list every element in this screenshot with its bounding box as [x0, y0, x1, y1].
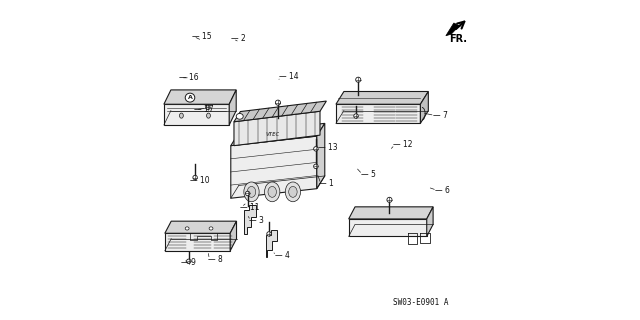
Text: — 3: — 3 — [249, 216, 264, 225]
Text: — 7: — 7 — [433, 111, 448, 120]
Polygon shape — [234, 101, 326, 122]
Circle shape — [186, 259, 191, 264]
Polygon shape — [336, 92, 428, 104]
Text: VTEC: VTEC — [265, 132, 279, 137]
Ellipse shape — [236, 114, 243, 119]
Polygon shape — [427, 207, 433, 236]
Circle shape — [267, 232, 271, 236]
Circle shape — [356, 77, 361, 82]
Circle shape — [314, 147, 318, 151]
Text: — 17: — 17 — [194, 105, 214, 114]
Ellipse shape — [244, 182, 259, 202]
Ellipse shape — [185, 93, 195, 102]
Text: — 13: — 13 — [319, 143, 338, 152]
Circle shape — [387, 197, 392, 202]
Circle shape — [193, 175, 197, 180]
Ellipse shape — [268, 187, 276, 197]
Text: — 6: — 6 — [435, 186, 450, 195]
Ellipse shape — [207, 113, 211, 118]
Text: — 9: — 9 — [181, 258, 196, 267]
Polygon shape — [446, 23, 462, 36]
Text: — 15: — 15 — [192, 32, 212, 41]
Ellipse shape — [285, 182, 301, 202]
Text: — 11: — 11 — [240, 203, 259, 212]
Polygon shape — [229, 90, 236, 125]
Text: — 14: — 14 — [278, 72, 298, 81]
Polygon shape — [336, 104, 420, 123]
Polygon shape — [420, 92, 428, 123]
Circle shape — [354, 114, 358, 118]
Polygon shape — [164, 104, 229, 125]
Polygon shape — [317, 123, 324, 189]
Text: — 8: — 8 — [208, 255, 223, 264]
Ellipse shape — [247, 187, 256, 197]
Ellipse shape — [289, 187, 297, 197]
Ellipse shape — [185, 227, 189, 230]
Text: A: A — [188, 95, 193, 100]
Circle shape — [314, 164, 318, 169]
Polygon shape — [349, 207, 433, 219]
Ellipse shape — [264, 182, 280, 202]
Polygon shape — [165, 233, 230, 251]
Polygon shape — [234, 111, 320, 146]
Text: — 10: — 10 — [190, 176, 210, 185]
Text: — 5: — 5 — [361, 170, 376, 179]
Text: — 1: — 1 — [319, 180, 334, 188]
Polygon shape — [231, 136, 317, 198]
Polygon shape — [349, 219, 427, 236]
Ellipse shape — [179, 113, 183, 118]
Circle shape — [205, 105, 210, 110]
Text: — 4: — 4 — [275, 251, 290, 260]
Text: — 12: — 12 — [394, 140, 413, 149]
Ellipse shape — [209, 227, 213, 230]
Text: — 2: — 2 — [232, 35, 246, 44]
Polygon shape — [164, 90, 236, 104]
Polygon shape — [231, 123, 324, 146]
Circle shape — [275, 100, 280, 105]
Circle shape — [246, 191, 250, 196]
Polygon shape — [244, 205, 256, 234]
Polygon shape — [165, 221, 237, 233]
Text: SW03-E0901 A: SW03-E0901 A — [394, 298, 449, 307]
Polygon shape — [266, 230, 277, 257]
Text: — 16: — 16 — [179, 73, 199, 82]
Polygon shape — [230, 221, 237, 251]
Text: FR.: FR. — [449, 34, 467, 44]
